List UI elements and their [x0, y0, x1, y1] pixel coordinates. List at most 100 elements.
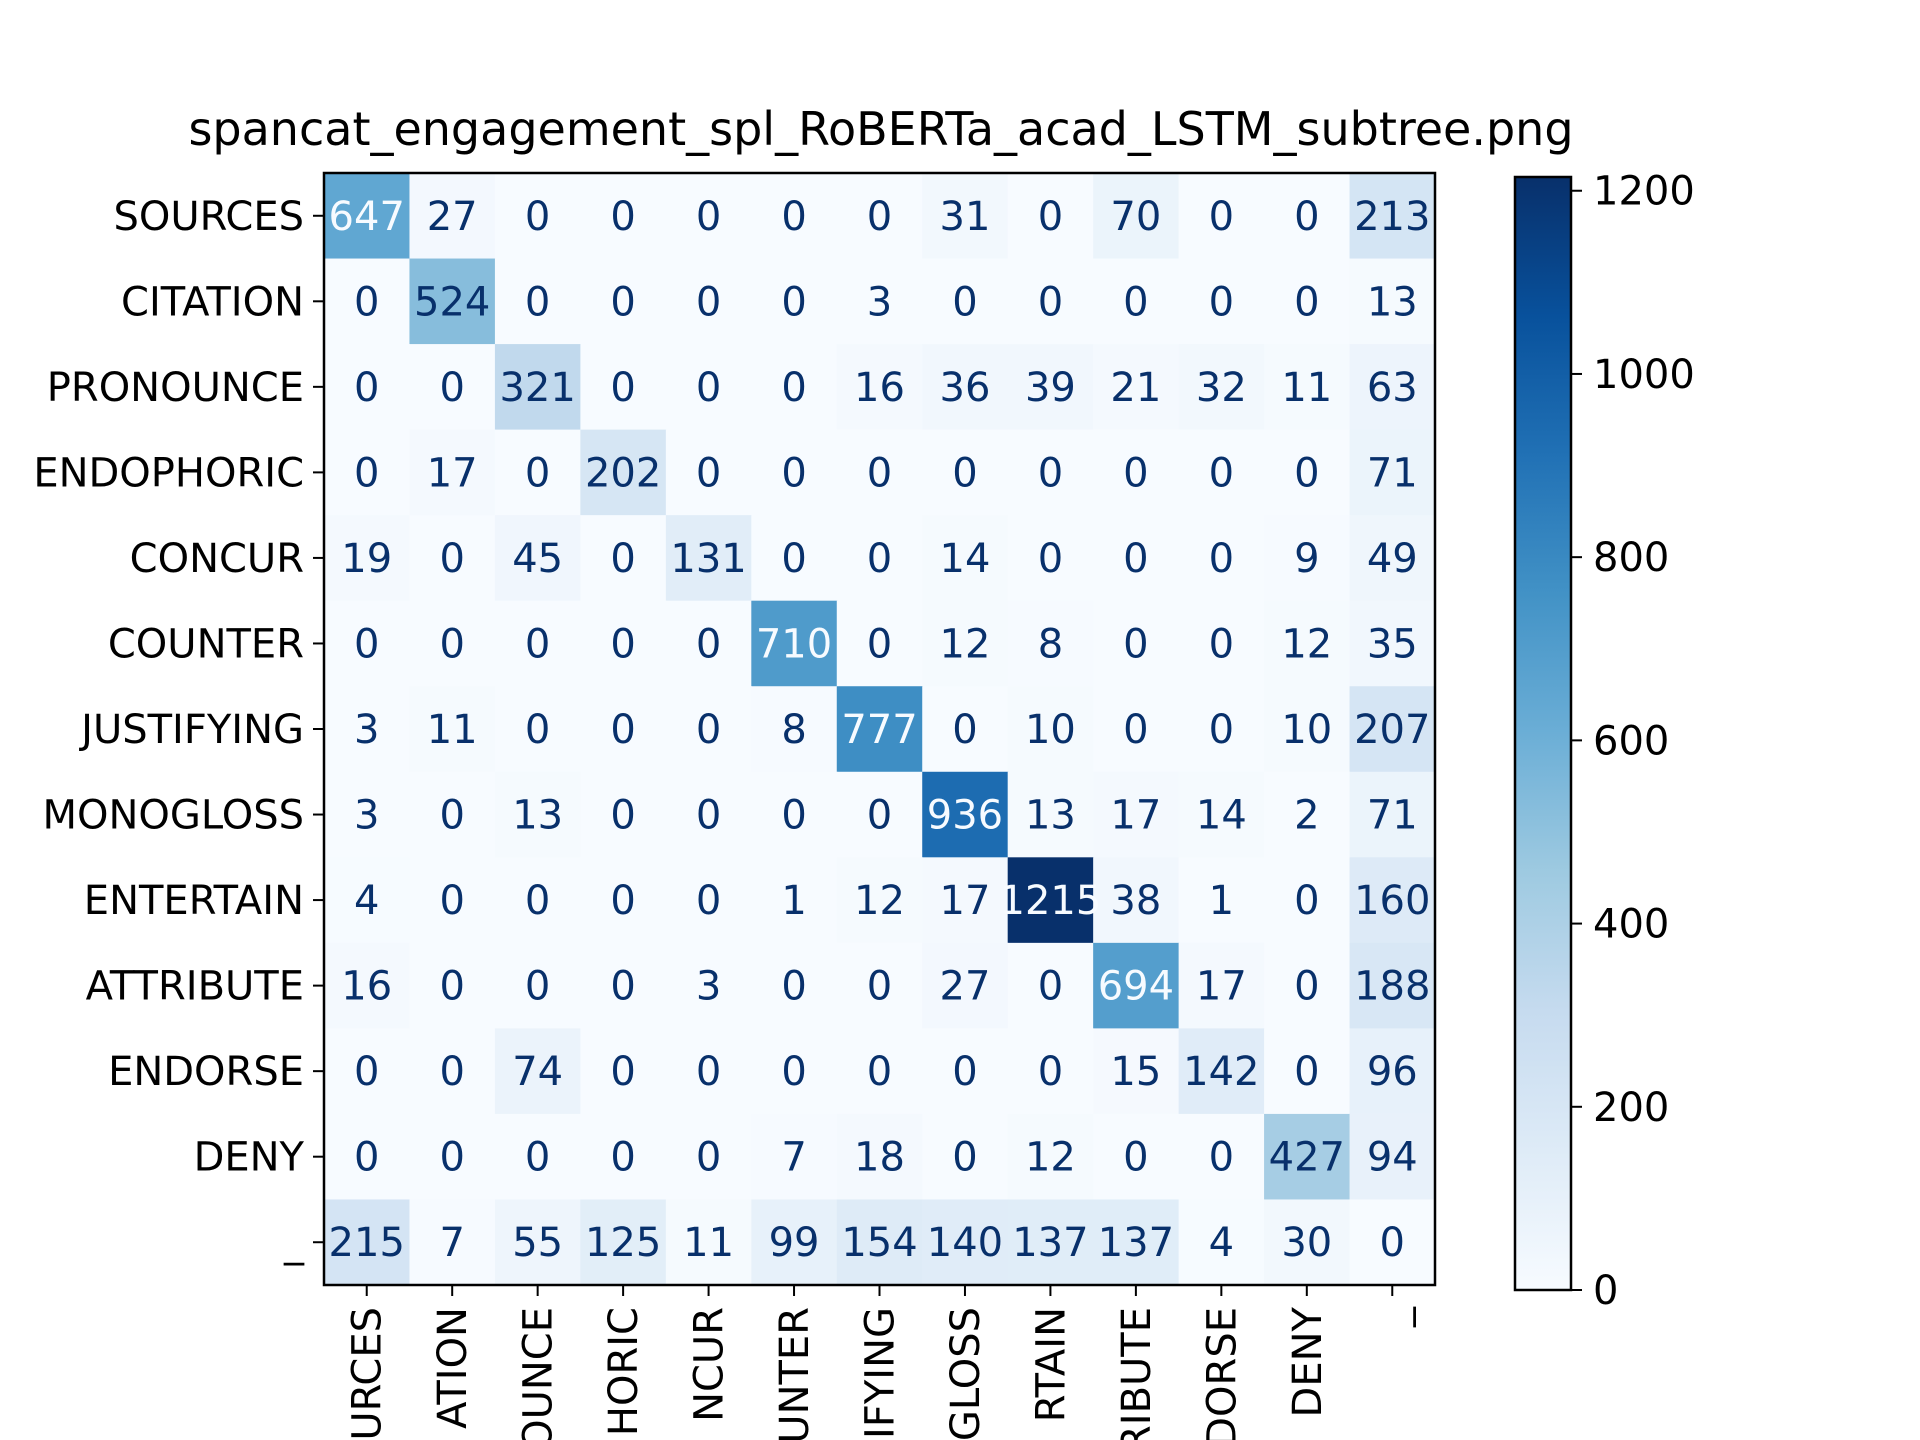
cell-value-label: 0 [1038, 1049, 1063, 1095]
cell-value-label: 0 [1123, 450, 1148, 496]
cell-value-label: 0 [439, 793, 464, 839]
cell-value-label: 0 [439, 536, 464, 582]
cell-value-label: 188 [1354, 964, 1430, 1010]
heatmap-cell [922, 1113, 1009, 1201]
heatmap-cell [1093, 857, 1180, 944]
heatmap-cell [324, 857, 411, 944]
heatmap-cell [1007, 429, 1094, 516]
cell-value-label: 27 [427, 194, 478, 240]
heatmap-cell [751, 515, 838, 602]
heatmap-cell [580, 515, 667, 602]
cell-value-label: 17 [1196, 964, 1247, 1010]
cell-value-label: 0 [1380, 1220, 1405, 1266]
heatmap-cell [836, 515, 923, 602]
heatmap-cell [409, 344, 496, 431]
heatmap-cell [494, 258, 581, 345]
colorbar-tick-label: 600 [1593, 718, 1669, 764]
cell-value-label: 0 [610, 279, 635, 325]
cell-value-label: 70 [1110, 194, 1161, 240]
heatmap-cell [1178, 344, 1265, 431]
heatmap-cell [580, 429, 667, 516]
heatmap-cell [324, 600, 411, 687]
cell-value-label: 99 [769, 1220, 820, 1266]
heatmap-cell [751, 857, 838, 944]
cell-value-label: 0 [439, 1135, 464, 1181]
cell-value-label: 0 [952, 1049, 977, 1095]
x-tick-label: ATION [430, 1307, 476, 1429]
cell-value-label: 0 [354, 365, 379, 411]
cell-value-label: 0 [525, 964, 550, 1010]
cell-value-label: 0 [867, 964, 892, 1010]
heatmap-cell [324, 942, 411, 1029]
cell-value-label: 160 [1354, 878, 1430, 924]
heatmap-cell [580, 600, 667, 687]
y-tick-label: ENDOPHORIC [33, 450, 304, 496]
heatmap-cell [580, 173, 667, 260]
cell-value-label: 0 [610, 793, 635, 839]
heatmap-cell [1007, 942, 1094, 1029]
heatmap-cell [580, 1028, 667, 1115]
cell-value-label: 0 [610, 1135, 635, 1181]
heatmap-cell [665, 258, 752, 345]
heatmap-cell [494, 173, 581, 260]
cell-value-label: 427 [1269, 1135, 1345, 1181]
cell-value-label: 0 [696, 279, 721, 325]
cell-value-label: 0 [696, 621, 721, 667]
x-tick-label: IFYING [858, 1307, 904, 1439]
x-tick-label: HORIC [601, 1307, 647, 1436]
heatmap-cell [494, 857, 581, 944]
cell-value-label: 694 [1098, 964, 1174, 1010]
heatmap-cell [665, 600, 752, 687]
heatmap-cell [1349, 600, 1436, 687]
cell-value-label: 0 [525, 621, 550, 667]
heatmap-cell [1349, 258, 1436, 345]
cell-value-label: 0 [610, 707, 635, 753]
x-tick-label: _ [1370, 1306, 1416, 1328]
heatmap-cell [494, 942, 581, 1029]
cell-value-label: 38 [1110, 878, 1161, 924]
heatmap-cell [1093, 771, 1180, 858]
cell-value-label: 777 [841, 707, 917, 753]
heatmap-cell [1349, 1028, 1436, 1115]
cell-value-label: 207 [1354, 707, 1430, 753]
cell-value-label: 1215 [1000, 878, 1102, 924]
cell-value-label: 0 [696, 450, 721, 496]
heatmap-cell [494, 344, 581, 431]
cell-value-label: 0 [1209, 279, 1234, 325]
cell-value-label: 11 [427, 707, 478, 753]
heatmap-cell [836, 429, 923, 516]
cell-value-label: 17 [1110, 793, 1161, 839]
cell-value-label: 140 [927, 1220, 1003, 1266]
heatmap-cell [1093, 1113, 1180, 1201]
cell-value-label: 0 [439, 365, 464, 411]
heatmap-cell [836, 1028, 923, 1115]
heatmap-cell [1264, 771, 1351, 858]
heatmap-cell [324, 1113, 411, 1201]
heatmap-cell [324, 173, 411, 260]
heatmap-cell [1007, 1113, 1094, 1201]
cell-value-label: 13 [512, 793, 563, 839]
cell-value-label: 71 [1367, 450, 1418, 496]
heatmap-cell [1264, 1028, 1351, 1115]
heatmap-cell [922, 942, 1009, 1029]
cell-value-label: 7 [781, 1135, 806, 1181]
heatmap-cell [751, 600, 838, 687]
heatmap-cell [751, 686, 838, 773]
cell-value-label: 55 [512, 1220, 563, 1266]
heatmap-cell [1007, 857, 1094, 944]
heatmap-cell [494, 771, 581, 858]
cell-value-label: 0 [1294, 450, 1319, 496]
heatmap-cell [1093, 686, 1180, 773]
cell-value-label: 17 [940, 878, 991, 924]
heatmap-cell [665, 857, 752, 944]
cell-value-label: 11 [683, 1220, 734, 1266]
cell-value-label: 0 [1294, 1049, 1319, 1095]
cell-value-label: 27 [940, 964, 991, 1010]
heatmap-cell [324, 771, 411, 858]
heatmap-cell [922, 429, 1009, 516]
cell-value-label: 137 [1098, 1220, 1174, 1266]
cell-value-label: 0 [781, 365, 806, 411]
cell-value-label: 0 [1038, 279, 1063, 325]
heatmap-cell [1349, 429, 1436, 516]
